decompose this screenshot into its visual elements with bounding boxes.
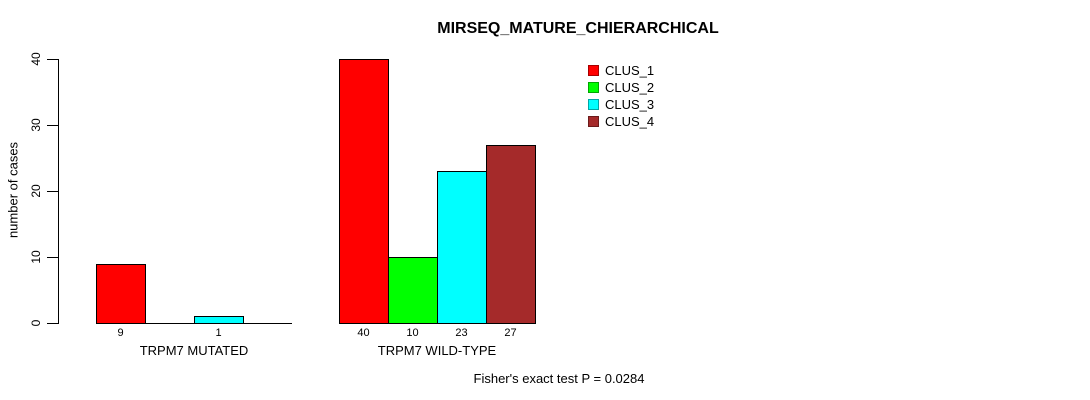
- y-axis-label: number of cases: [5, 141, 21, 239]
- legend-label: CLUS_2: [605, 80, 655, 95]
- x-group-label: TRPM7 MUTATED: [139, 343, 249, 358]
- y-tick-label: 30: [29, 118, 43, 132]
- bar-value-label: 10: [406, 327, 419, 339]
- annotation-fisher-test: Fisher's exact test P = 0.0284: [473, 371, 645, 386]
- legend-swatch-icon: [588, 65, 599, 76]
- y-tick-label: 20: [29, 184, 43, 198]
- legend-label: CLUS_3: [605, 97, 655, 112]
- legend-item: CLUS_4: [588, 113, 654, 130]
- chart-title: MIRSEQ_MATURE_CHIERARCHICAL: [437, 20, 719, 37]
- bar-value-label: 9: [117, 327, 124, 339]
- y-tick-mark: [47, 257, 59, 258]
- bar-clus_2: [388, 257, 438, 324]
- legend-swatch-icon: [588, 99, 599, 110]
- legend-label: CLUS_1: [605, 63, 655, 78]
- bar-clus_3: [437, 171, 487, 324]
- bar-value-label: 23: [455, 327, 468, 339]
- legend-label: CLUS_4: [605, 114, 655, 129]
- y-tick-label: 0: [29, 319, 43, 327]
- legend: CLUS_1 CLUS_2 CLUS_3 CLUS_4: [588, 62, 654, 130]
- x-group-label: TRPM7 WILD-TYPE: [377, 343, 497, 358]
- bar-value-label: 27: [504, 327, 517, 339]
- y-tick-mark: [47, 125, 59, 126]
- y-tick-mark: [47, 191, 59, 192]
- y-tick-mark: [47, 59, 59, 60]
- bar-value-label: 40: [357, 327, 370, 339]
- bar-value-label: 1: [215, 327, 222, 339]
- legend-swatch-icon: [588, 116, 599, 127]
- y-tick-mark: [47, 323, 59, 324]
- legend-item: CLUS_2: [588, 79, 654, 96]
- y-tick-label: 40: [29, 52, 43, 66]
- legend-swatch-icon: [588, 82, 599, 93]
- bar-clus_4: [486, 145, 536, 324]
- y-tick-label: 10: [29, 250, 43, 264]
- legend-item: CLUS_1: [588, 62, 654, 79]
- bar-clus_1: [96, 264, 146, 324]
- bar-clus_3: [194, 316, 244, 324]
- bar-clus_1: [339, 59, 389, 324]
- legend-item: CLUS_3: [588, 96, 654, 113]
